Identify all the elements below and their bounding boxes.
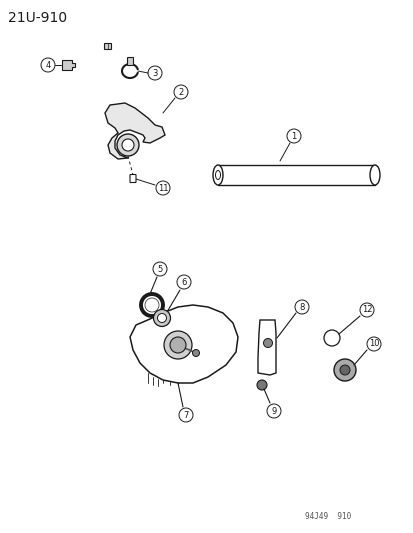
Text: 2: 2	[178, 87, 183, 96]
Ellipse shape	[369, 165, 379, 185]
Text: 11: 11	[157, 183, 168, 192]
Text: 5: 5	[157, 264, 162, 273]
Ellipse shape	[145, 298, 159, 312]
Circle shape	[263, 338, 272, 348]
Polygon shape	[62, 60, 75, 70]
Circle shape	[164, 331, 192, 359]
Circle shape	[339, 365, 349, 375]
Text: 12: 12	[361, 305, 371, 314]
Polygon shape	[257, 320, 275, 375]
FancyBboxPatch shape	[127, 58, 133, 66]
Ellipse shape	[153, 310, 170, 327]
Text: 21U-910: 21U-910	[8, 11, 67, 25]
Circle shape	[192, 350, 199, 357]
Text: 7: 7	[183, 410, 188, 419]
Polygon shape	[105, 103, 165, 159]
Text: 3: 3	[152, 69, 157, 77]
Circle shape	[117, 134, 139, 156]
Text: 8: 8	[299, 303, 304, 311]
Text: 94J49  910: 94J49 910	[304, 512, 350, 521]
Polygon shape	[130, 305, 237, 383]
Polygon shape	[104, 43, 111, 49]
Text: 10: 10	[368, 340, 378, 349]
Ellipse shape	[212, 165, 223, 185]
Circle shape	[256, 380, 266, 390]
Circle shape	[122, 139, 134, 151]
Ellipse shape	[157, 313, 166, 322]
Circle shape	[333, 359, 355, 381]
Text: 9: 9	[271, 407, 276, 416]
Text: 6: 6	[181, 278, 186, 287]
Text: 4: 4	[45, 61, 50, 69]
Circle shape	[170, 337, 185, 353]
FancyBboxPatch shape	[130, 174, 136, 182]
Text: 1: 1	[291, 132, 296, 141]
